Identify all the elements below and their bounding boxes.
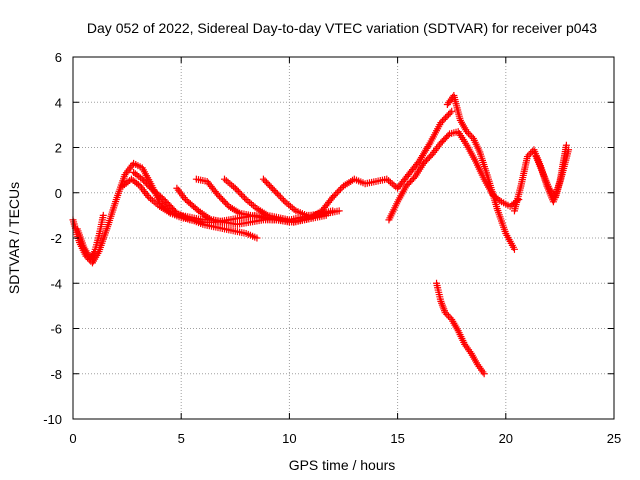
data-point: [234, 187, 242, 195]
data-point: [333, 188, 341, 196]
data-point: [275, 191, 283, 199]
series-track-2: [119, 175, 261, 242]
data-point: [523, 153, 531, 161]
y-tick-label: 6: [55, 50, 62, 65]
series-track-7: [220, 175, 337, 224]
data-point: [445, 111, 453, 119]
data-point: [443, 310, 451, 318]
data-point: [280, 196, 288, 204]
data-point: [239, 192, 247, 200]
data-point: [468, 133, 476, 141]
data-point: [276, 193, 284, 201]
series-track-8: [259, 175, 343, 219]
data-point: [510, 245, 518, 253]
data-point: [219, 196, 227, 204]
data-point: [466, 131, 474, 139]
data-point: [463, 128, 471, 136]
data-point: [464, 129, 472, 137]
data-point: [220, 197, 228, 205]
data-point: [332, 190, 340, 198]
series-track-4: [73, 211, 107, 262]
data-point: [565, 146, 573, 154]
series-track-14: [433, 279, 488, 378]
data-point: [266, 182, 274, 190]
data-point: [336, 185, 344, 193]
data-point: [264, 180, 272, 188]
data-point: [261, 177, 269, 185]
data-point: [444, 131, 452, 139]
y-tick-label: -2: [50, 231, 62, 246]
data-point: [216, 193, 224, 201]
data-point: [446, 109, 454, 117]
data-point: [134, 181, 142, 189]
data-point: [267, 183, 275, 191]
data-point: [273, 190, 281, 198]
x-axis-label: GPS time / hours: [289, 457, 396, 473]
data-point: [269, 185, 277, 193]
data-point: [444, 312, 452, 320]
data-point: [335, 207, 343, 215]
data-point: [99, 211, 107, 219]
data-point: [480, 370, 488, 378]
y-tick-label: -6: [50, 322, 62, 337]
data-point: [237, 191, 245, 199]
data-point: [442, 114, 450, 122]
data-point: [441, 309, 449, 317]
data-point: [222, 199, 230, 207]
y-tick-label: -4: [50, 276, 62, 291]
data-point: [443, 112, 451, 120]
chart-title: Day 052 of 2022, Sidereal Day-to-day VTE…: [87, 20, 597, 36]
data-point: [259, 175, 267, 183]
x-tick-label: 5: [178, 431, 185, 446]
series-track-9: [318, 107, 456, 215]
y-tick-label: -8: [50, 367, 62, 382]
y-tick-label: 2: [55, 141, 62, 156]
y-tick-label: -10: [43, 412, 62, 427]
data-point: [440, 115, 448, 123]
data-point: [214, 191, 222, 199]
data-point: [263, 178, 271, 186]
data-point: [236, 189, 244, 197]
data-point: [272, 188, 280, 196]
data-point: [448, 107, 456, 115]
series-track-13: [532, 146, 573, 201]
y-tick-label: 0: [55, 186, 62, 201]
x-tick-label: 0: [69, 431, 76, 446]
data-point: [217, 194, 225, 202]
data-point: [253, 234, 261, 242]
axis-ticks: -10 -8 -6 -4 -2 0 2 4 6 0 5 10 15 20 25: [43, 50, 621, 446]
data-point: [525, 151, 533, 159]
data-point: [562, 141, 570, 149]
y-tick-label: 4: [55, 95, 62, 110]
data-point: [335, 187, 343, 195]
data-point: [231, 184, 239, 192]
data-point: [270, 186, 278, 194]
data-point: [329, 193, 337, 201]
x-tick-label: 20: [499, 431, 513, 446]
data-point: [278, 195, 286, 203]
data-point: [438, 117, 446, 125]
grid-lines: [73, 57, 614, 419]
x-tick-label: 15: [390, 431, 404, 446]
x-tick-label: 25: [607, 431, 621, 446]
data-point: [90, 249, 98, 257]
data-point: [233, 186, 241, 194]
data-series: [69, 91, 573, 378]
data-point: [330, 192, 338, 200]
data-point: [241, 194, 249, 202]
x-tick-label: 10: [282, 431, 296, 446]
data-point: [437, 119, 445, 127]
data-point: [446, 314, 454, 322]
series-track-11: [443, 91, 518, 253]
y-axis-label: SDTVAR / TECUs: [6, 182, 22, 294]
